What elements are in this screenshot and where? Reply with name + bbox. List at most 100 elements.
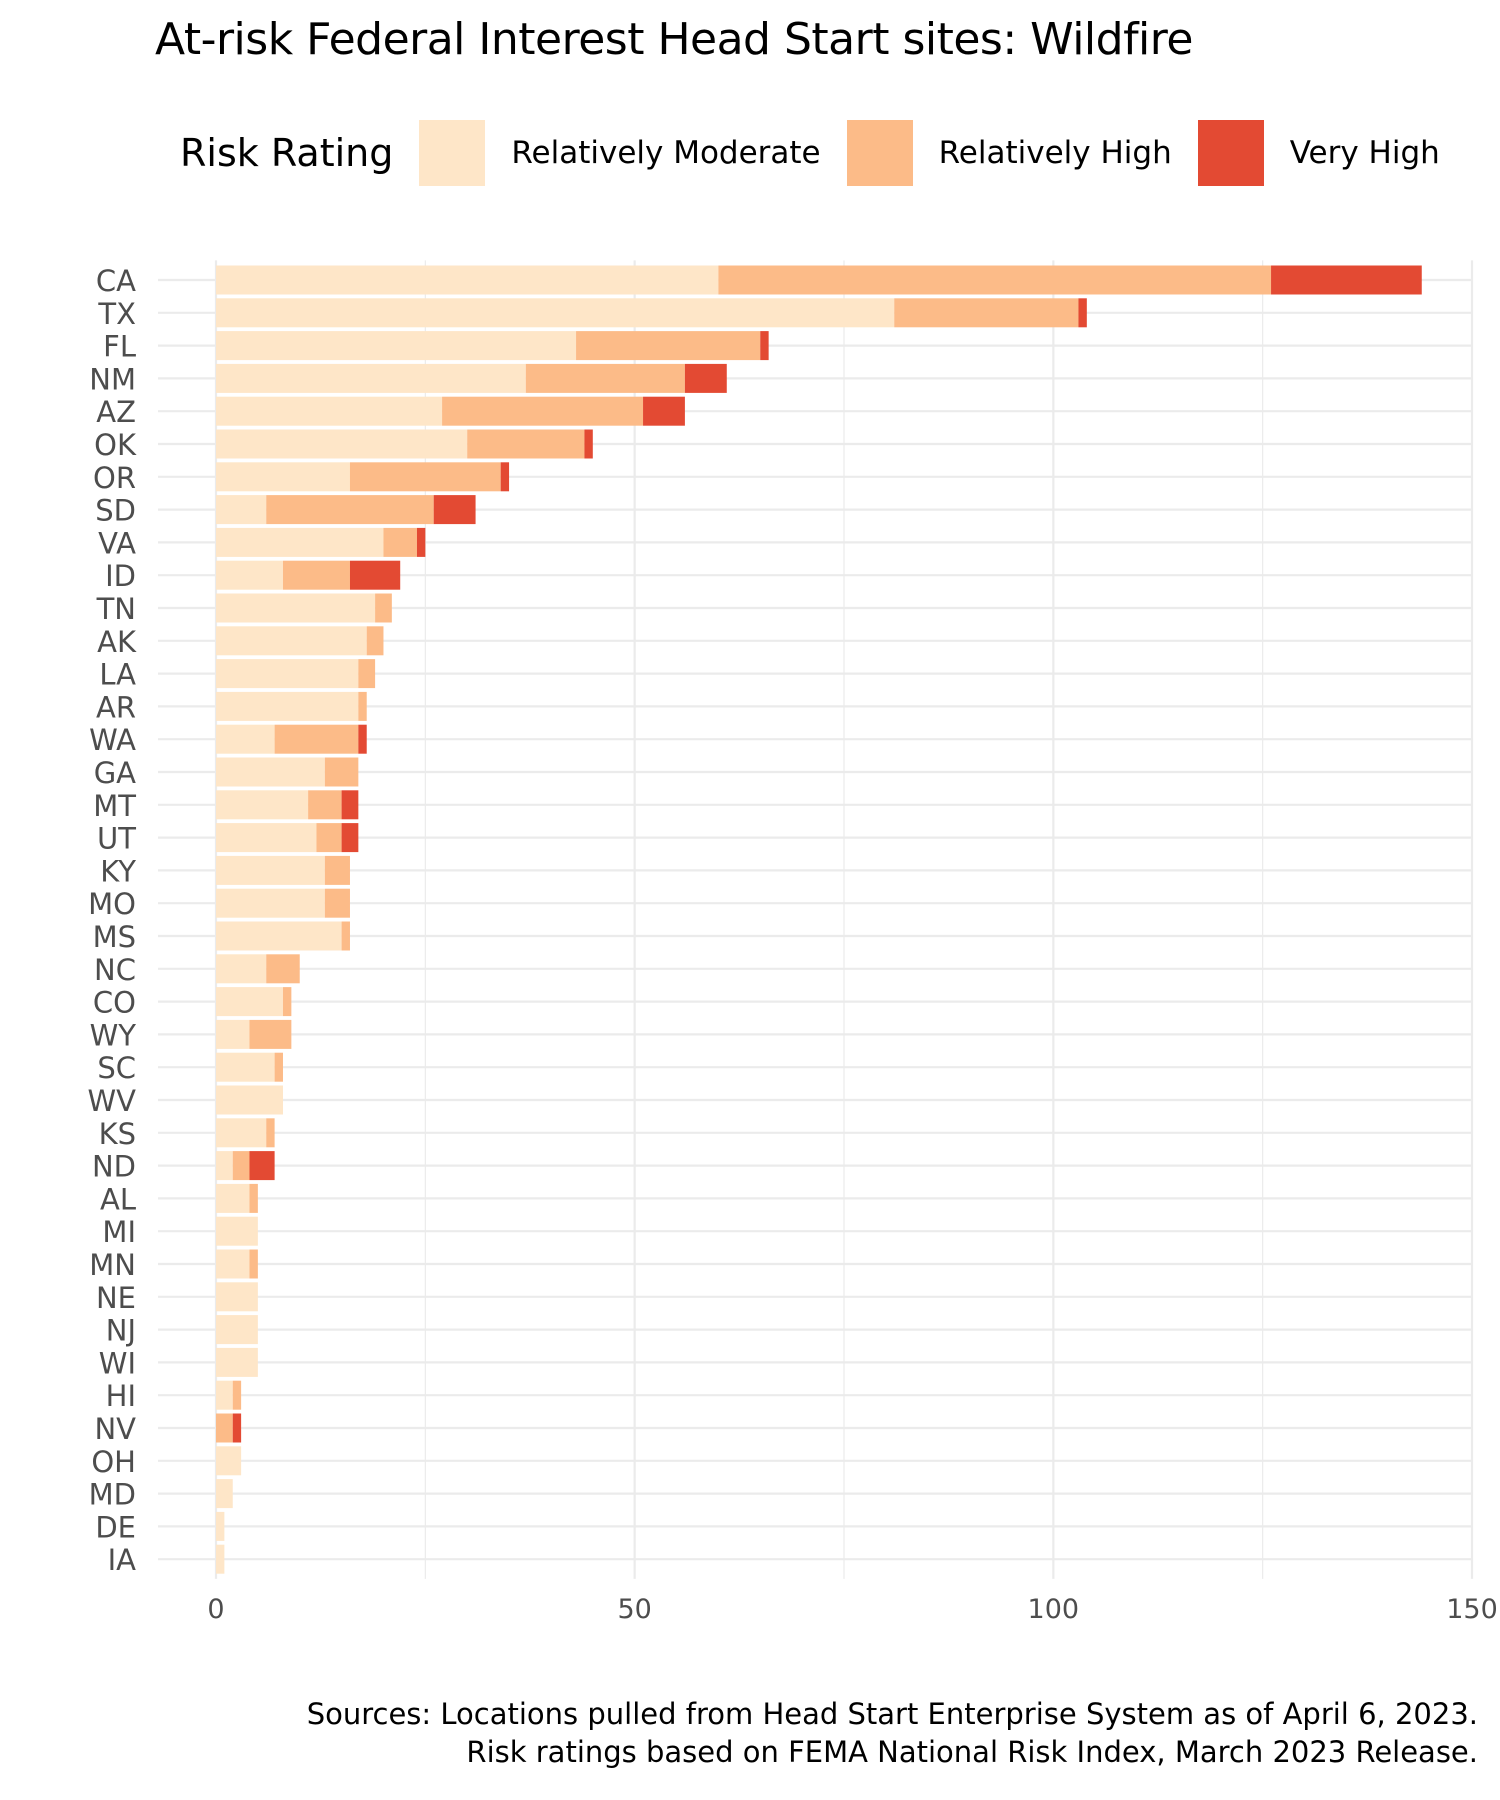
- bar-ks-relatively-high: [266, 1118, 275, 1148]
- bar-ca-very-high: [1271, 265, 1422, 295]
- y-tick-label: AR: [96, 690, 136, 724]
- bar-fl-relatively-high: [576, 331, 761, 361]
- y-tick-label: VA: [98, 526, 136, 560]
- caption-line-1: Sources: Locations pulled from Head Star…: [306, 1697, 1478, 1731]
- bar-sc-relatively-high: [274, 1052, 283, 1082]
- bar-mi-relatively-moderate: [216, 1216, 258, 1246]
- legend-label-very-high: Very High: [1289, 135, 1440, 171]
- bar-nd-relatively-moderate: [216, 1151, 233, 1181]
- bar-hi-relatively-high: [232, 1380, 242, 1410]
- legend-title: Risk Rating: [180, 131, 394, 175]
- bar-ms-relatively-high: [341, 921, 350, 951]
- bar-mo-relatively-moderate: [216, 888, 325, 918]
- y-tick-label: FL: [103, 330, 136, 364]
- y-tick-label: WV: [87, 1084, 136, 1118]
- legend-label-relatively-high: Relatively High: [938, 135, 1172, 171]
- bar-nm-very-high: [684, 363, 727, 393]
- bar-nj-relatively-moderate: [216, 1315, 258, 1345]
- bar-wy-relatively-moderate: [216, 1019, 250, 1049]
- y-tick-label: AZ: [96, 395, 136, 429]
- bar-tx-relatively-high: [894, 298, 1079, 328]
- bar-sd-relatively-high: [266, 495, 434, 525]
- bar-az-relatively-high: [442, 396, 644, 426]
- y-tick-label: MS: [93, 920, 136, 954]
- bar-nc-relatively-moderate: [216, 954, 267, 984]
- bar-ok-very-high: [584, 429, 593, 459]
- y-tick-label: WA: [89, 723, 136, 757]
- bar-az-very-high: [643, 396, 685, 426]
- bar-nm-relatively-high: [525, 363, 685, 393]
- bar-chart: CATXFLNMAZOKORSDVAIDTNAKLAARWAGAMTUTKYMO…: [87, 260, 1498, 1625]
- bar-fl-very-high: [760, 331, 769, 361]
- x-axis-tick-labels: 0 50 100 150: [207, 1594, 1497, 1625]
- bar-ky-relatively-moderate: [216, 855, 325, 885]
- bar-hi-relatively-moderate: [216, 1380, 233, 1410]
- bar-mn-relatively-moderate: [216, 1249, 250, 1279]
- y-tick-label: HI: [106, 1379, 136, 1413]
- bars: [216, 265, 1422, 1574]
- bar-id-relatively-high: [282, 560, 350, 590]
- bar-wa-very-high: [358, 724, 367, 754]
- y-tick-label: MO: [88, 887, 136, 921]
- y-tick-label: KS: [99, 1117, 136, 1151]
- bar-ok-relatively-moderate: [216, 429, 468, 459]
- y-tick-label: OR: [93, 461, 136, 495]
- bar-or-relatively-high: [349, 462, 501, 492]
- y-tick-label: MD: [89, 1478, 136, 1512]
- bar-ky-relatively-high: [324, 855, 350, 885]
- bar-de-relatively-moderate: [216, 1511, 225, 1541]
- bar-wv-relatively-moderate: [216, 1085, 283, 1115]
- bar-mt-very-high: [341, 790, 359, 820]
- bar-ms-relatively-moderate: [216, 921, 342, 951]
- bar-nd-very-high: [249, 1151, 275, 1181]
- bar-fl-relatively-moderate: [216, 331, 577, 361]
- y-tick-label: GA: [94, 756, 136, 790]
- bar-sd-relatively-moderate: [216, 495, 267, 525]
- y-tick-label: SC: [97, 1051, 136, 1085]
- legend: Risk Rating Relatively Moderate Relative…: [180, 118, 1466, 188]
- y-tick-label: WI: [99, 1346, 136, 1380]
- x-tick-label: 100: [1028, 1594, 1080, 1625]
- bar-wa-relatively-moderate: [216, 724, 275, 754]
- bar-nv-very-high: [232, 1413, 242, 1443]
- bar-oh-relatively-moderate: [216, 1446, 242, 1476]
- bar-ak-relatively-moderate: [216, 626, 367, 656]
- bar-wa-relatively-high: [274, 724, 359, 754]
- bar-la-relatively-moderate: [216, 659, 359, 689]
- bar-ar-relatively-high: [358, 691, 367, 721]
- bar-va-relatively-high: [383, 527, 417, 557]
- bar-al-relatively-high: [249, 1183, 258, 1213]
- legend-item-very-high: Very High: [1197, 120, 1440, 186]
- y-tick-label: TX: [97, 297, 136, 331]
- bar-ga-relatively-moderate: [216, 757, 325, 787]
- legend-swatch-very-high: [1197, 120, 1264, 186]
- y-tick-label: ID: [105, 559, 136, 593]
- bar-mt-relatively-moderate: [216, 790, 309, 820]
- bar-tx-relatively-moderate: [216, 298, 895, 328]
- y-tick-label: OK: [94, 428, 137, 462]
- caption-line-2: Risk ratings based on FEMA National Risk…: [466, 1735, 1478, 1769]
- bar-id-very-high: [349, 560, 401, 590]
- y-tick-label: NE: [96, 1281, 136, 1315]
- bar-sc-relatively-moderate: [216, 1052, 275, 1082]
- bar-ca-relatively-moderate: [216, 265, 719, 295]
- y-tick-label: MI: [102, 1215, 136, 1249]
- x-tick-label: 0: [207, 1594, 224, 1625]
- y-tick-label: MT: [93, 789, 136, 823]
- y-tick-label: TN: [96, 592, 136, 626]
- caption: Sources: Locations pulled from Head Star…: [307, 1695, 1478, 1771]
- y-tick-label: CA: [96, 264, 136, 298]
- bar-co-relatively-high: [282, 987, 292, 1017]
- bar-ca-relatively-high: [718, 265, 1272, 295]
- bar-la-relatively-high: [358, 659, 376, 689]
- bar-wy-relatively-high: [249, 1019, 292, 1049]
- y-tick-label: LA: [99, 658, 136, 692]
- bar-az-relatively-moderate: [216, 396, 443, 426]
- y-tick-label: AK: [97, 625, 137, 659]
- y-tick-label: WY: [90, 1018, 137, 1052]
- y-tick-label: ND: [92, 1150, 136, 1184]
- y-tick-label: NC: [94, 953, 136, 987]
- bar-ut-very-high: [341, 823, 359, 853]
- legend-swatch-relatively-moderate: [419, 120, 486, 186]
- bar-ga-relatively-high: [324, 757, 359, 787]
